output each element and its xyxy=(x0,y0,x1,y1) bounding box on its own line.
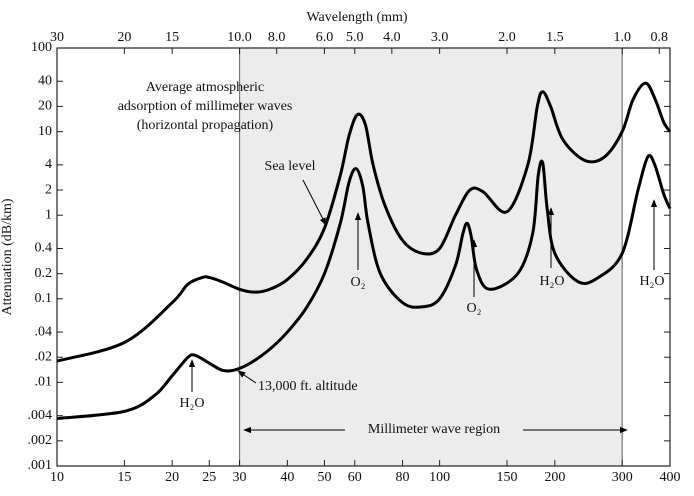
x-tick-label: 25 xyxy=(202,470,216,485)
series-line xyxy=(56,153,672,420)
x2-tick-label: 5.0 xyxy=(346,30,364,45)
y-tick-label: 2 xyxy=(45,182,52,197)
x2-tick-label: 8.0 xyxy=(268,30,286,45)
annotation: H₂O xyxy=(539,274,564,289)
annotation: Sea level xyxy=(265,159,316,174)
y-axis-title: Attenuation (dB/km) xyxy=(0,198,15,315)
x-tick-label: 100 xyxy=(429,470,450,485)
y-tick-label: 1 xyxy=(45,207,52,222)
y-tick-label: 20 xyxy=(38,99,52,114)
y-tick-label: 100 xyxy=(31,40,52,55)
note-line: adsorption of millimeter waves xyxy=(118,99,293,114)
x-tick-label: 400 xyxy=(660,470,681,485)
x-tick-label: 20 xyxy=(165,470,179,485)
y-tick-label: .002 xyxy=(28,433,53,448)
y-tick-label: .04 xyxy=(35,324,53,339)
annotation: O₂ xyxy=(351,275,366,290)
x2-axis-title: Wavelength (mm) xyxy=(306,10,407,25)
x-tick-label: 80 xyxy=(396,470,410,485)
x-tick-label: 40 xyxy=(280,470,294,485)
x-tick-label: 300 xyxy=(612,470,633,485)
x-tick-label: 150 xyxy=(497,470,518,485)
region xyxy=(239,48,623,466)
y-tick-label: 10 xyxy=(38,124,52,139)
x2-tick-label: 20 xyxy=(117,30,131,45)
x-tick-label: 60 xyxy=(348,470,362,485)
y-tick-label: .004 xyxy=(28,408,53,423)
x-tick-label: 30 xyxy=(233,470,247,485)
x2-tick-label: 2.0 xyxy=(498,30,516,45)
y-tick-label: 0.2 xyxy=(35,266,53,281)
x-tick-label: 50 xyxy=(317,470,331,485)
y-tick-label: 0.1 xyxy=(35,291,53,306)
x2-tick-label: 0.8 xyxy=(651,30,669,45)
note-line: Average atmospheric xyxy=(146,80,264,95)
annotation: 13,000 ft. altitude xyxy=(258,379,358,394)
x2-tick-label: 30 xyxy=(50,30,64,45)
y-tick-label: .02 xyxy=(35,349,53,364)
x2-tick-label: 1.5 xyxy=(546,30,564,45)
y-tick-label: .001 xyxy=(28,458,53,473)
x2-tick-label: 6.0 xyxy=(316,30,334,45)
series-line xyxy=(56,81,672,363)
annotation: Millimeter wave region xyxy=(368,422,500,437)
x-tick-label: 10 xyxy=(50,470,64,485)
annotation: H₂O xyxy=(179,396,204,411)
x-tick-label: 200 xyxy=(544,470,565,485)
x-tick-label: 15 xyxy=(117,470,131,485)
y-tick-label: 4 xyxy=(45,157,52,172)
annotation: O₂ xyxy=(467,301,482,316)
annotations: Average atmospheric adsorption of millim… xyxy=(118,80,665,437)
x2-tick-label: 1.0 xyxy=(613,30,631,45)
y-tick-label: 40 xyxy=(38,73,52,88)
arrow xyxy=(237,370,257,384)
y-tick-label: .01 xyxy=(35,375,53,390)
annotation: H₂O xyxy=(639,274,664,289)
x2-tick-label: 10.0 xyxy=(227,30,252,45)
note-line: (horizontal propagation) xyxy=(137,118,274,133)
x2-tick-label: 3.0 xyxy=(431,30,449,45)
y-tick-label: 0.4 xyxy=(35,241,53,256)
x2-tick-label: 15 xyxy=(165,30,179,45)
x2-tick-label: 4.0 xyxy=(383,30,401,45)
plot-frame xyxy=(56,47,671,467)
arrow xyxy=(302,179,327,226)
